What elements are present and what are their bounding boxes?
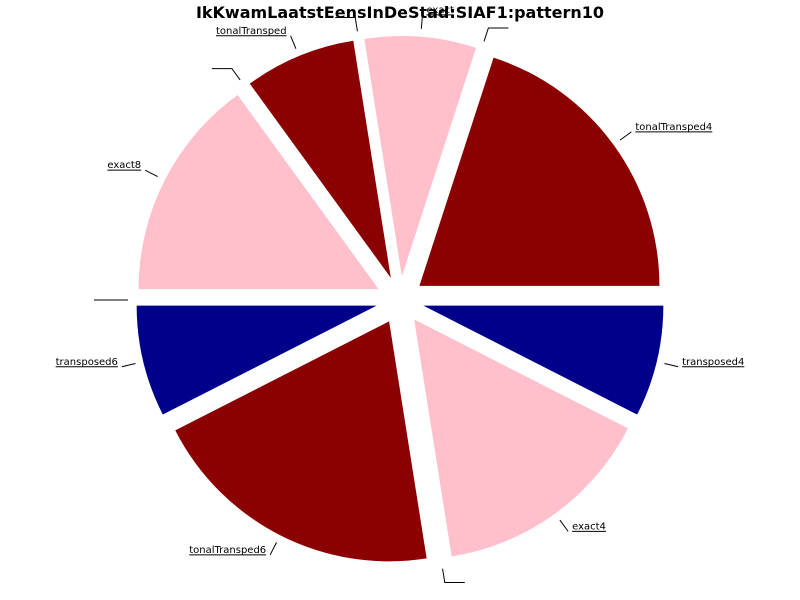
label-leader-line — [269, 542, 277, 556]
pie-slices — [136, 36, 664, 562]
label-leader-line — [211, 68, 241, 81]
pie-slice — [364, 36, 477, 277]
chart-title: IkKwamLaatstEensInDeStad:SIAF1:pattern10 — [196, 3, 604, 22]
pie-labels: tonalTransped4 exact tonalTransped exact8 tr… — [55, 5, 745, 583]
pie-slice — [414, 319, 628, 557]
slice-label: transposed6 — [56, 357, 118, 368]
label-leader-line — [290, 35, 297, 49]
label-leader-line — [619, 131, 632, 141]
pie-slice — [175, 321, 427, 562]
slice-label: exact4 — [572, 521, 606, 532]
label-leader-line — [442, 568, 465, 583]
label-leader-line — [420, 14, 423, 29]
pie-slice — [138, 94, 379, 290]
slice-label: tonalTransped6 — [189, 545, 266, 556]
label-leader-line — [121, 363, 136, 368]
label-leader-line — [483, 27, 509, 42]
slice-label: tonalTransped4 — [635, 122, 712, 133]
slice-label: tonalTransped — [216, 26, 287, 37]
label-leader-line — [664, 363, 679, 368]
pie-slice — [249, 40, 391, 278]
pie-slice — [419, 57, 660, 286]
slice-label: exact8 — [107, 160, 141, 171]
slice-label: exact — [426, 5, 454, 16]
slice-label: transposed4 — [682, 357, 744, 368]
pie-slice — [136, 305, 377, 415]
label-leader-line — [144, 169, 158, 177]
label-leader-line — [335, 17, 358, 32]
label-leader-line — [559, 519, 569, 532]
pie-slice — [423, 305, 664, 415]
